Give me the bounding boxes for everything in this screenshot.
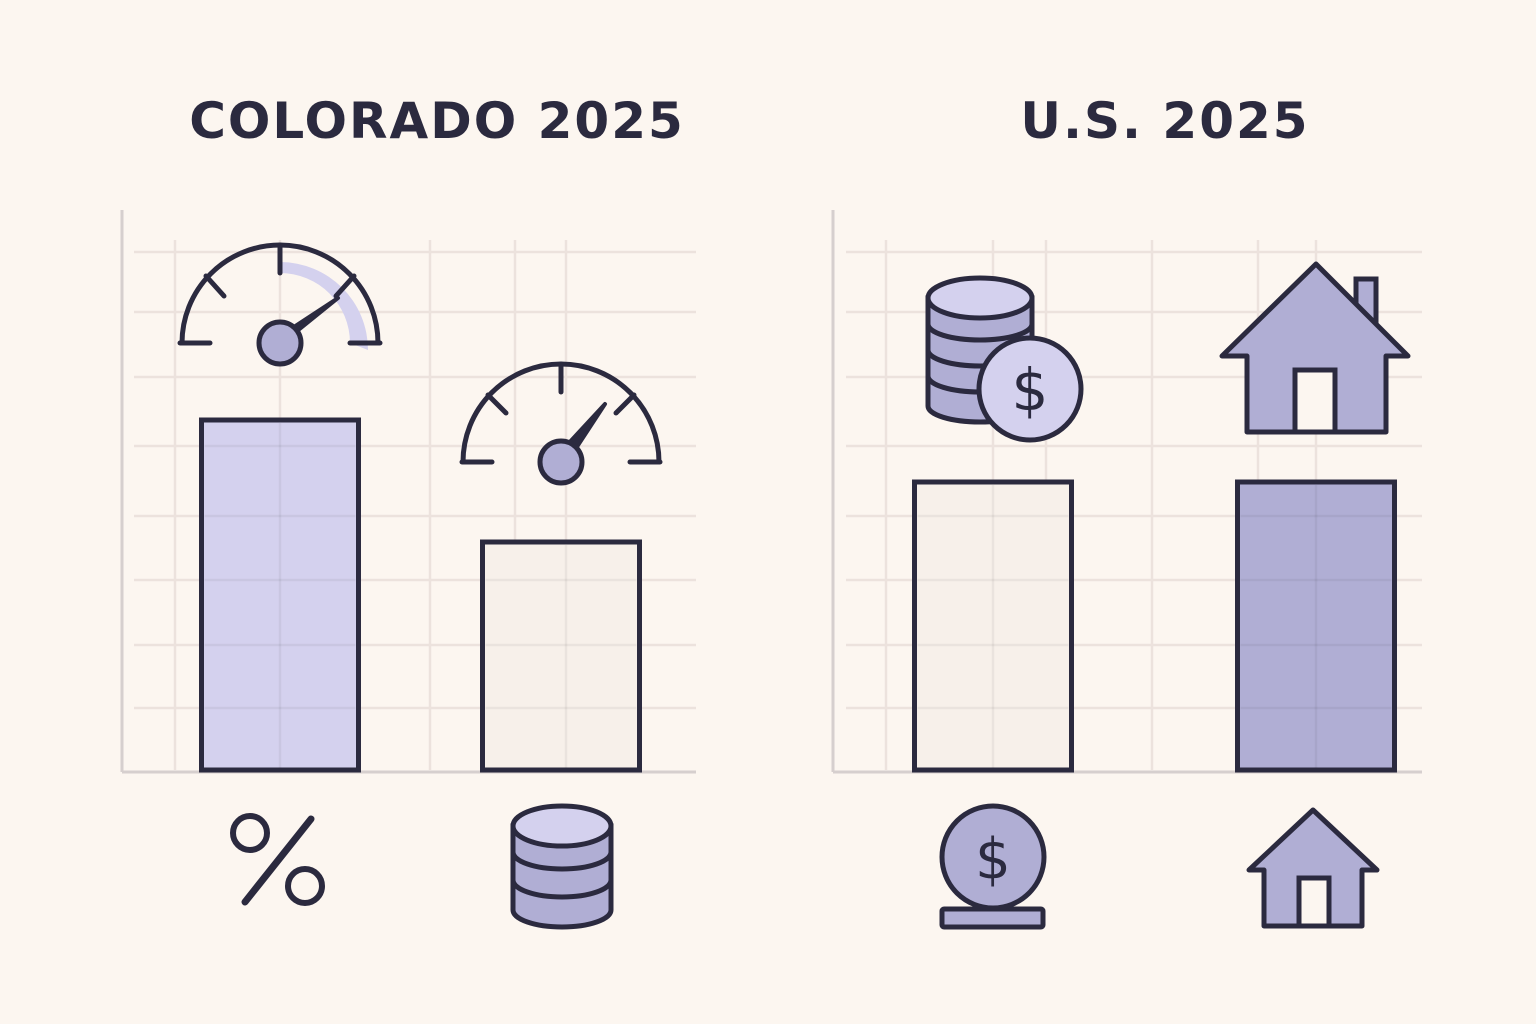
bar-colorado-1 xyxy=(199,417,361,773)
bar-colorado-2 xyxy=(480,539,642,773)
svg-text:$: $ xyxy=(1012,356,1049,424)
colorado-chart-title: COLORADO 2025 xyxy=(189,92,685,150)
bars xyxy=(199,417,1397,773)
house-icon xyxy=(1246,807,1380,929)
gauge-icon xyxy=(177,242,383,367)
coin-stack-icon xyxy=(510,803,614,930)
dollar-coin-icon: $ xyxy=(939,803,1047,930)
svg-text:$: $ xyxy=(975,827,1011,892)
house-icon xyxy=(1219,261,1411,435)
gauge-icon xyxy=(459,361,663,486)
coins-dollar-icon: $ xyxy=(925,275,1084,443)
percent-icon xyxy=(230,813,325,906)
us-chart-title: U.S. 2025 xyxy=(1020,92,1310,150)
bar-us-2 xyxy=(1235,479,1397,773)
bar-us-1 xyxy=(912,479,1074,773)
